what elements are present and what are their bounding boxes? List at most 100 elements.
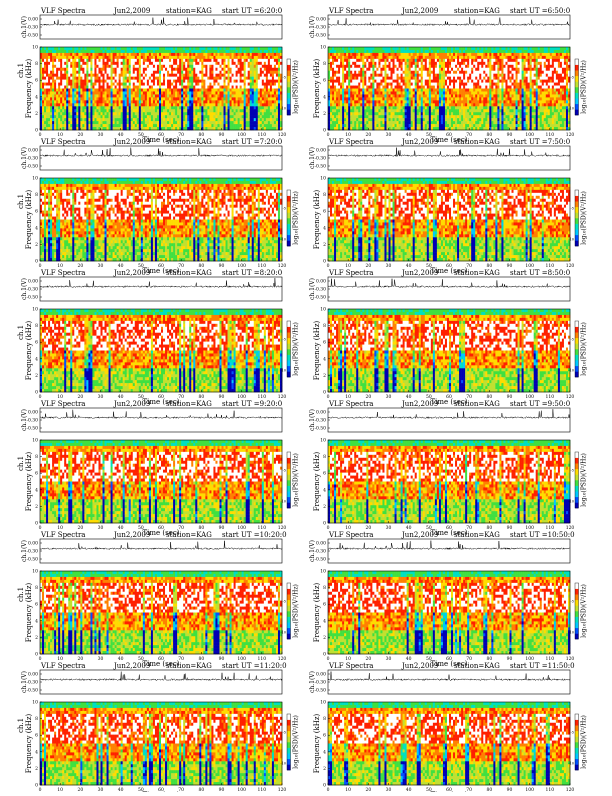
channel-label: ch.1: [17, 194, 25, 209]
time-tick-label: 40: [406, 787, 412, 792]
trace-y-tick-label: 0.00: [316, 672, 326, 678]
colorbar-segment: [575, 583, 579, 589]
time-tick-label: 10: [57, 787, 63, 792]
trace-y-tick-label: -0.50: [26, 164, 38, 170]
colorbar-segment: [287, 81, 291, 87]
panel-date: Jun2,2009: [113, 662, 150, 670]
trace-y-tick-label: -0.50: [314, 426, 326, 432]
trace-frame: [328, 408, 570, 432]
colorbar-segment: [287, 349, 291, 355]
freq-axis-label: Frequency (kHz): [313, 451, 321, 511]
trace-y-tick-label: -0.50: [314, 295, 326, 301]
colorbar-segment: [287, 742, 291, 748]
colorbar-segment: [575, 764, 579, 770]
panel-date: Jun2,2009: [401, 138, 438, 146]
freq-axis-label: Frequency (kHz): [25, 713, 33, 773]
colorbar-segment: [575, 321, 579, 327]
freq-axis-label: Frequency (kHz): [313, 189, 321, 249]
colorbar-segment: [575, 240, 579, 246]
voltage-trace: [328, 541, 570, 550]
colorbar-segment: [287, 458, 291, 464]
colorbar-segment: [575, 452, 579, 458]
panel-start-time: start UT =6:20:0: [222, 7, 282, 15]
panel-start-time: start UT =10:50:0: [510, 531, 575, 539]
freq-tick-label: 10: [320, 700, 326, 706]
time-tick-label: 20: [365, 787, 371, 792]
freq-tick-label: 6: [35, 602, 38, 608]
freq-tick-label: 6: [323, 733, 326, 739]
spectrogram-cells: [328, 178, 570, 261]
colorbar-segment: [575, 327, 579, 333]
colorbar-segment: [575, 196, 579, 202]
freq-tick-label: 10: [32, 438, 38, 444]
colorbar-tick-label: -5: [571, 207, 574, 211]
panel-start-time: start UT =10:20:0: [222, 531, 287, 539]
colorbar-label: log₁₀(PSD)(V²/Hz): [581, 322, 588, 376]
colorbar-label: log₁₀(PSD)(V²/Hz): [293, 60, 300, 114]
colorbar-segment: [287, 497, 291, 503]
time-tick-label: 30: [386, 394, 392, 400]
colorbar: [575, 583, 579, 639]
channel-label: ch.1: [17, 325, 25, 340]
freq-tick-label: 8: [35, 454, 38, 460]
trace-y-tick-label: 0.00: [316, 148, 326, 154]
panel-start-time: start UT =11:20:0: [222, 662, 287, 670]
colorbar-segment: [287, 622, 291, 628]
panel-title: VLF Spectra: [40, 400, 85, 408]
colorbar-segment: [575, 207, 579, 213]
colorbar-segment: [575, 224, 579, 230]
colorbar-tick-label: -5: [571, 731, 574, 735]
colorbar-segment: [287, 617, 291, 623]
voltage-trace: [40, 18, 282, 26]
panel-start-time: start UT =7:20:0: [222, 138, 282, 146]
colorbar-segment: [575, 497, 579, 503]
time-tick-label: 30: [98, 263, 104, 269]
freq-tick-label: 2: [35, 111, 38, 117]
colorbar-segment: [575, 70, 579, 76]
trace-y-tick-label: -0.30: [314, 25, 326, 31]
colorbar-segment: [575, 76, 579, 82]
colorbar-segment: [575, 720, 579, 726]
spectrogram-cells: [40, 571, 282, 654]
trace-y-tick-label: -0.30: [26, 156, 38, 162]
trace-y-tick-label: -0.30: [26, 287, 38, 293]
freq-tick-label: 2: [323, 242, 326, 248]
colorbar-segment: [575, 355, 579, 361]
freq-tick-label: 10: [32, 45, 38, 51]
freq-tick-label: 10: [32, 176, 38, 182]
trace-frame: [328, 15, 570, 39]
freq-tick-label: 10: [320, 569, 326, 575]
time-tick-label: 20: [77, 787, 83, 792]
trace-y-tick-label: 0.00: [316, 279, 326, 285]
freq-tick-label: 10: [32, 700, 38, 706]
colorbar-segment: [287, 240, 291, 246]
colorbar-segment: [287, 338, 291, 344]
colorbar-tick-label: -5: [571, 338, 574, 342]
trace-y-tick-label: -0.50: [26, 688, 38, 694]
freq-axis-label: Frequency (kHz): [313, 713, 321, 773]
colorbar-segment: [287, 355, 291, 361]
colorbar-tick-label: -5: [283, 207, 286, 211]
trace-frame: [328, 277, 570, 301]
colorbar-segment: [287, 327, 291, 333]
colorbar-segment: [575, 753, 579, 759]
colorbar-segment: [287, 98, 291, 104]
colorbar-segment: [575, 748, 579, 754]
colorbar-segment: [287, 65, 291, 71]
colorbar-segment: [575, 617, 579, 623]
colorbar-segment: [575, 469, 579, 475]
colorbar-tick-label: -10: [568, 499, 574, 503]
colorbar-label: log₁₀(PSD)(V²/Hz): [581, 584, 588, 638]
colorbar-segment: [287, 235, 291, 241]
colorbar-segment: [575, 480, 579, 486]
colorbar-segment: [287, 469, 291, 475]
trace-y-tick-label: -0.50: [26, 557, 38, 563]
colorbar-segment: [287, 190, 291, 196]
colorbar-segment: [575, 229, 579, 235]
colorbar-label: log₁₀(PSD)(V²/Hz): [581, 715, 588, 769]
